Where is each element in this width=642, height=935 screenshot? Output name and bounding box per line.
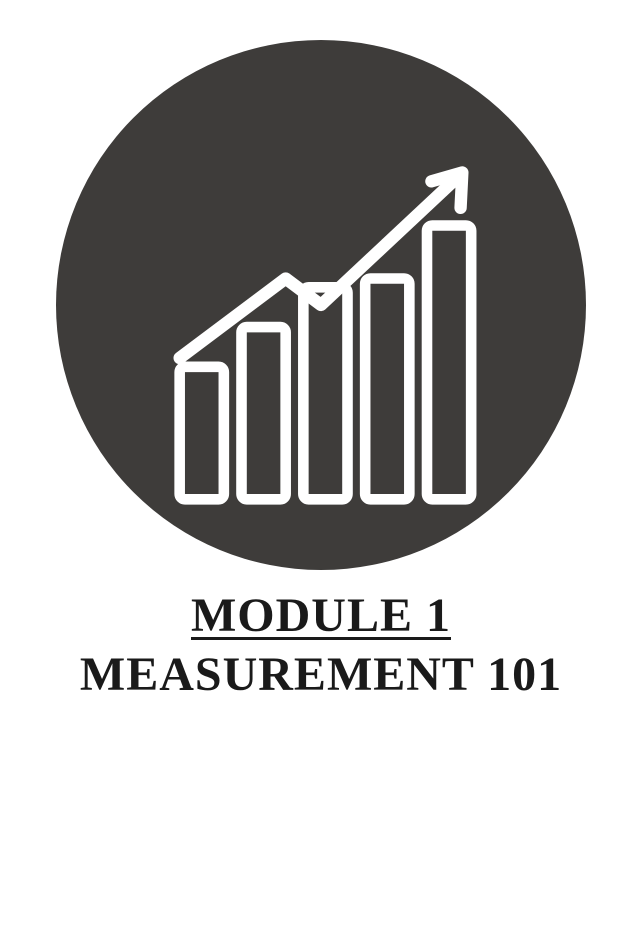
growth-chart-icon	[56, 40, 586, 570]
growth-chart-svg	[56, 40, 586, 570]
title-block: MODULE 1 MEASUREMENT 101	[80, 588, 562, 702]
module-subtitle: MEASUREMENT 101	[80, 647, 562, 702]
module-title: MODULE 1	[80, 588, 562, 643]
